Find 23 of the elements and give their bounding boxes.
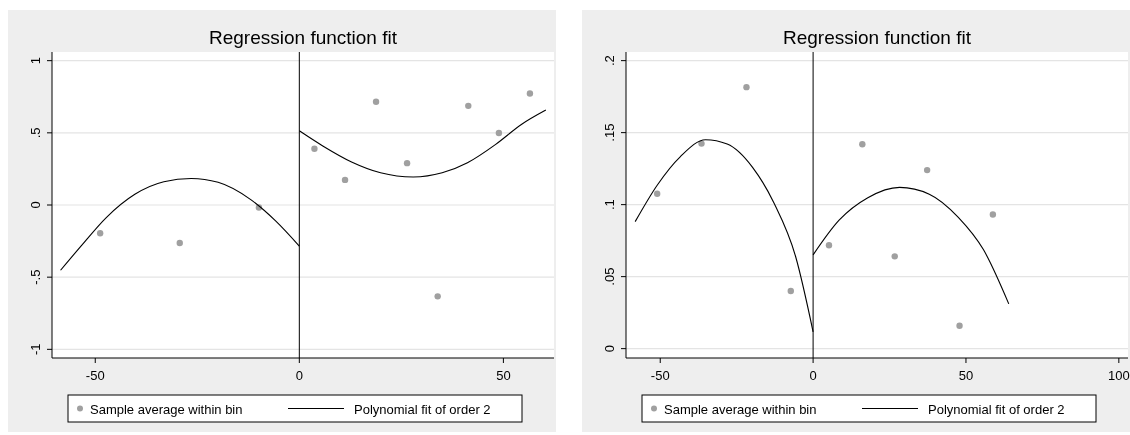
y-tick-label: .05 (602, 267, 617, 286)
legend-label: Polynomial fit of order 2 (928, 401, 1065, 417)
x-tick-label: 0 (295, 368, 303, 383)
x-tick-label: -50 (85, 368, 105, 383)
x-tick-label: 100 (1107, 368, 1130, 383)
y-tick-label: -.5 (28, 269, 43, 285)
x-tick-label: 0 (809, 368, 817, 383)
y-tick-label: .15 (602, 123, 617, 142)
x-tick-label: 50 (958, 368, 974, 383)
y-tick-label: .1 (602, 199, 617, 211)
legend-label: Sample average within bin (90, 401, 243, 417)
chart-title: Regression function fit (783, 27, 972, 48)
y-tick-label: 1 (28, 57, 43, 65)
y-tick-label: 0 (28, 201, 43, 209)
y-tick-label: .2 (602, 55, 617, 67)
y-tick-label: -1 (28, 343, 43, 356)
y-tick-label: .5 (28, 127, 43, 139)
x-tick-label: -50 (650, 368, 670, 383)
x-tick-label: 50 (496, 368, 511, 383)
chart-title: Regression function fit (209, 27, 398, 48)
legend-label: Sample average within bin (664, 401, 817, 417)
legend-label: Polynomial fit of order 2 (354, 401, 491, 417)
y-tick-label: 0 (602, 345, 617, 353)
